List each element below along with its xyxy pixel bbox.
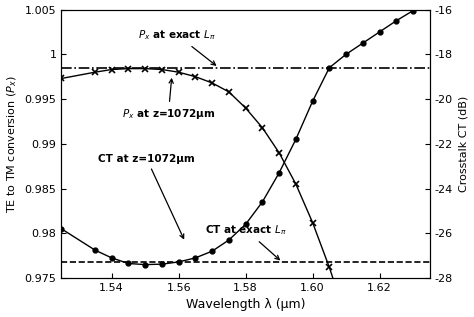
CT at z=1072μm bbox=[159, 262, 165, 266]
CT at z=1072μm bbox=[360, 41, 365, 45]
CT at z=1072μm bbox=[377, 30, 383, 34]
Px at z=1072μm bbox=[293, 182, 299, 186]
CT at z=1072μm bbox=[310, 100, 315, 103]
CT at z=1072μm bbox=[226, 238, 232, 242]
Px at z=1072μm bbox=[327, 265, 332, 269]
CT at z=1072μm bbox=[176, 260, 182, 264]
CT at z=1072μm bbox=[343, 52, 349, 56]
Px at z=1072μm bbox=[142, 67, 148, 70]
Text: CT at z=1072μm: CT at z=1072μm bbox=[98, 154, 195, 238]
Y-axis label: TE to TM conversion ($P_x$): TE to TM conversion ($P_x$) bbox=[6, 75, 19, 213]
CT at z=1072μm bbox=[126, 262, 131, 265]
Px at z=1072μm bbox=[226, 90, 232, 94]
CT at z=1072μm bbox=[142, 263, 148, 267]
CT at z=1072μm bbox=[327, 66, 332, 70]
Line: CT at z=1072μm: CT at z=1072μm bbox=[59, 8, 416, 267]
Px at z=1072μm bbox=[126, 67, 131, 70]
CT at z=1072μm bbox=[243, 223, 248, 226]
Px at z=1072μm bbox=[259, 126, 265, 130]
CT at z=1072μm bbox=[59, 227, 64, 231]
CT at z=1072μm bbox=[276, 171, 282, 175]
Px at z=1072μm bbox=[92, 70, 98, 74]
Text: $P_x$ at exact $L_\pi$: $P_x$ at exact $L_\pi$ bbox=[138, 28, 216, 65]
Px at z=1072μm bbox=[109, 68, 115, 71]
CT at z=1072μm bbox=[293, 137, 299, 141]
X-axis label: Wavelength λ (μm): Wavelength λ (μm) bbox=[186, 298, 305, 311]
CT at z=1072μm bbox=[259, 200, 265, 204]
CT at z=1072μm bbox=[393, 19, 399, 23]
Text: $P_x$ at z=1072μm: $P_x$ at z=1072μm bbox=[122, 79, 215, 121]
CT at z=1072μm bbox=[92, 248, 98, 252]
CT at z=1072μm bbox=[210, 249, 215, 253]
Px at z=1072μm bbox=[192, 75, 198, 79]
Px at z=1072μm bbox=[276, 151, 282, 155]
Px at z=1072μm bbox=[210, 81, 215, 85]
Y-axis label: Crosstalk CT (dB): Crosstalk CT (dB) bbox=[458, 96, 468, 192]
CT at z=1072μm bbox=[109, 256, 115, 260]
CT at z=1072μm bbox=[410, 9, 416, 13]
Px at z=1072μm bbox=[159, 68, 165, 71]
Px at z=1072μm bbox=[59, 77, 64, 81]
Px at z=1072μm bbox=[343, 316, 349, 317]
Text: CT at exact $L_\pi$: CT at exact $L_\pi$ bbox=[205, 223, 287, 260]
CT at z=1072μm bbox=[192, 256, 198, 260]
Px at z=1072μm bbox=[243, 106, 248, 110]
Px at z=1072μm bbox=[310, 221, 315, 224]
Px at z=1072μm bbox=[176, 70, 182, 74]
Line: Px at z=1072μm: Px at z=1072μm bbox=[58, 65, 417, 317]
